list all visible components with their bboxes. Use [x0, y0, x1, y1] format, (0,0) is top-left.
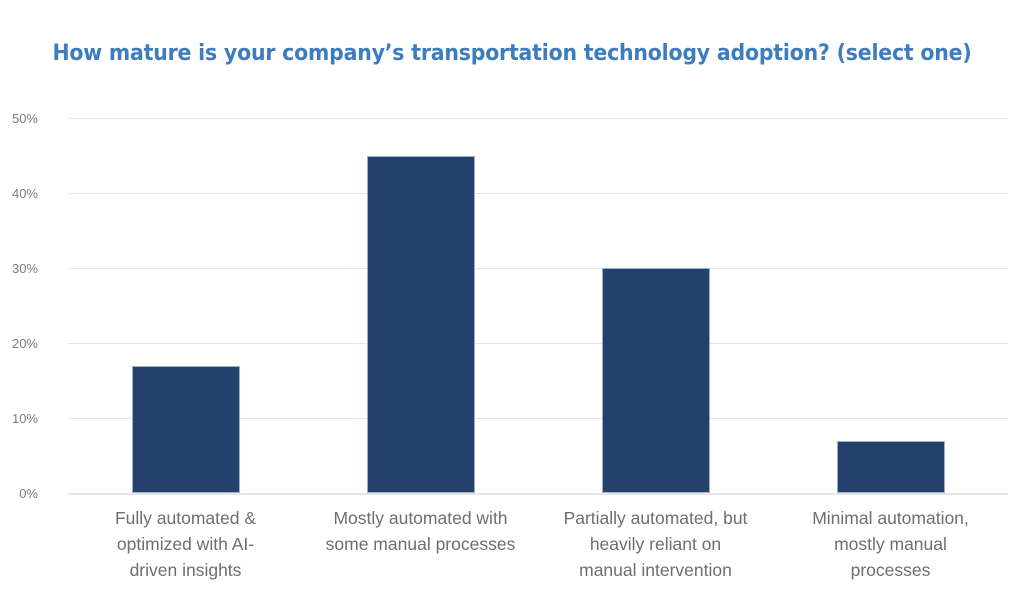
- bar[interactable]: [602, 268, 710, 493]
- chart-title: How mature is your company’s transportat…: [52, 41, 972, 66]
- gridline-30: [68, 268, 1008, 269]
- y-axis-tick-label: 0%: [19, 486, 38, 501]
- gridline-10: [68, 418, 1008, 419]
- gridline-40: [68, 193, 1008, 194]
- x-axis-category-label: Partially automated, but heavily reliant…: [563, 508, 748, 580]
- y-axis-tick-label: 10%: [11, 411, 38, 426]
- bar[interactable]: [367, 155, 475, 493]
- y-axis-tick-label: 20%: [11, 336, 38, 351]
- x-axis-category-label: Mostly automated with some manual proces…: [325, 508, 516, 554]
- y-axis-tick-label: 40%: [11, 186, 38, 201]
- x-axis-category-label: Minimal automation, mostly manual proces…: [812, 508, 969, 580]
- gridline-50: [68, 118, 1008, 119]
- gridline-20: [68, 343, 1008, 344]
- y-axis-tick-label: 50%: [11, 111, 38, 126]
- x-axis-labels: Fully automated & optimized with AI- dri…: [68, 505, 1008, 605]
- plot-area: 0% 10% 20% 30% 40% 50%: [12, 110, 1008, 501]
- gridline-0: [68, 493, 1008, 495]
- x-axis-category-label: Fully automated & optimized with AI- dri…: [114, 508, 257, 580]
- y-axis-tick-label: 30%: [11, 261, 38, 276]
- bar[interactable]: [132, 365, 240, 493]
- bar[interactable]: [837, 440, 945, 493]
